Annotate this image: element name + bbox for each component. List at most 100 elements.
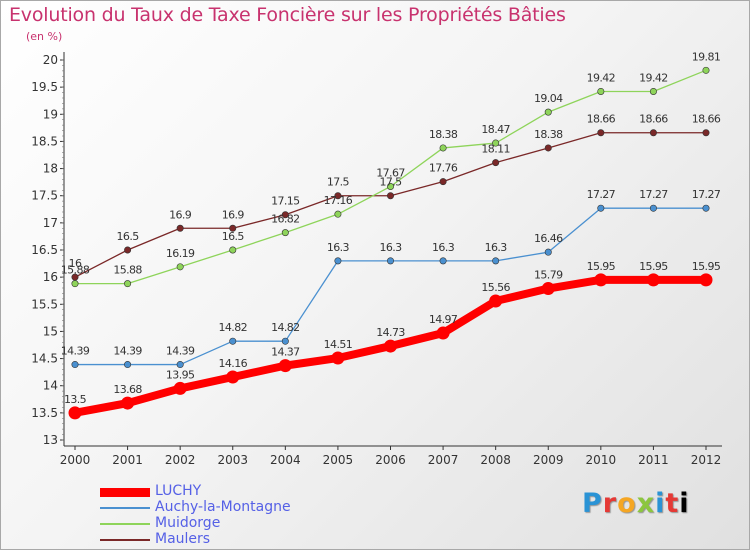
y-tick-label: 19.5 [31, 80, 58, 94]
data-label: 17.5 [379, 176, 402, 189]
legend-swatch [100, 523, 150, 525]
data-label: 17.27 [587, 188, 616, 201]
data-point [597, 204, 605, 212]
data-label: 18.11 [481, 143, 510, 156]
logo-letter: x [636, 488, 656, 519]
y-tick-label: 16 [43, 270, 58, 284]
data-point [176, 361, 184, 369]
y-tick-label: 17 [43, 216, 58, 230]
data-label: 19.42 [587, 71, 616, 84]
data-label: 18.38 [429, 128, 458, 141]
legend-swatch [100, 487, 150, 497]
proxiti-logo: Proxiti [582, 488, 690, 519]
data-point [541, 282, 555, 296]
data-label: 18.66 [692, 113, 721, 126]
data-point [699, 273, 713, 287]
x-tick-label: 2012 [691, 453, 722, 467]
data-point [68, 406, 82, 420]
data-point [492, 159, 500, 167]
y-tick-label: 18.5 [31, 134, 58, 148]
logo-letter: t [665, 488, 680, 519]
y-tick-label: 16.5 [31, 243, 58, 257]
y-tick-label: 20 [43, 53, 58, 67]
data-label: 19.81 [692, 50, 721, 63]
x-tick-label: 2004 [270, 453, 301, 467]
data-label: 16.82 [271, 213, 300, 226]
data-point [331, 351, 345, 365]
data-label: 16.9 [222, 208, 245, 221]
data-label: 16.3 [432, 241, 455, 254]
data-label: 14.39 [61, 345, 90, 358]
data-label: 14.39 [113, 345, 142, 358]
data-label: 13.95 [166, 368, 195, 381]
x-tick-label: 2006 [375, 453, 406, 467]
data-point [173, 381, 187, 395]
data-point [386, 257, 394, 265]
data-label: 18.66 [639, 113, 668, 126]
data-label: 13.68 [113, 383, 142, 396]
data-point [229, 246, 237, 254]
data-label: 16.5 [117, 230, 140, 243]
y-tick-label: 19 [43, 107, 58, 121]
y-tick-label: 15 [43, 324, 58, 338]
data-label: 17.16 [324, 194, 353, 207]
data-point [594, 273, 608, 287]
data-label: 16.9 [169, 208, 192, 221]
data-point [544, 248, 552, 256]
data-point [176, 263, 184, 271]
legend-swatch [100, 507, 150, 509]
data-point [386, 182, 394, 190]
data-point [492, 257, 500, 265]
legend-label: LUCHY [155, 483, 202, 499]
data-label: 15.95 [692, 260, 721, 273]
data-point [436, 326, 450, 340]
line-chart: 13 13.5 14 14.5 15 15.5 16 16.5 17 17.5 18 18.5 19 19… [31, 50, 722, 467]
chart-title: Evolution du Taux de Taxe Foncière sur l… [9, 4, 566, 26]
data-label: 14.39 [166, 345, 195, 358]
data-point [649, 129, 657, 137]
data-point [281, 229, 289, 237]
data-point [646, 273, 660, 287]
data-label: 14.73 [376, 326, 405, 339]
y-tick-label: 15.5 [31, 297, 58, 311]
data-label: 17.67 [376, 166, 405, 179]
x-tick-label: 2000 [60, 453, 91, 467]
y-tick-label: 13 [43, 433, 58, 447]
data-point [439, 178, 447, 186]
data-point [702, 66, 710, 74]
data-point [71, 280, 79, 288]
data-point [386, 192, 394, 200]
data-point [384, 339, 397, 353]
x-tick-label: 2010 [586, 453, 617, 467]
logo-letter: i [655, 488, 666, 519]
data-point [281, 337, 289, 345]
data-label: 16.19 [166, 247, 195, 260]
data-point [124, 280, 132, 288]
data-point [439, 144, 447, 152]
x-tick-label: 2011 [638, 453, 669, 467]
chart-data-labels: 16 16.5 16.9 16.9 17.15 17.5 17.5 17.76 18.11 18.… [61, 50, 722, 406]
data-point [489, 294, 503, 308]
chart-unit-label: (en %) [26, 30, 63, 43]
data-point [649, 204, 657, 212]
data-label: 15.95 [587, 260, 616, 273]
legend-item: Muidorge [100, 515, 360, 532]
logo-letter: P [582, 488, 603, 519]
x-tick-label: 2001 [112, 453, 143, 467]
data-point [229, 337, 237, 345]
chart-series [68, 66, 713, 420]
data-label: 14.37 [271, 346, 300, 359]
data-label: 16.3 [379, 241, 402, 254]
data-label: 17.27 [692, 188, 721, 201]
legend-label: Maulers [155, 531, 211, 547]
y-tick-label: 17.5 [31, 189, 58, 203]
data-label: 14.51 [324, 338, 353, 351]
data-point [597, 129, 605, 137]
x-tick-label: 2007 [428, 453, 459, 467]
data-point [281, 211, 289, 219]
x-tick-label: 2002 [165, 453, 196, 467]
data-point [439, 257, 447, 265]
x-tick-label: 2008 [480, 453, 511, 467]
x-tick-label: 2009 [533, 453, 564, 467]
logo-letter: r [602, 488, 618, 519]
